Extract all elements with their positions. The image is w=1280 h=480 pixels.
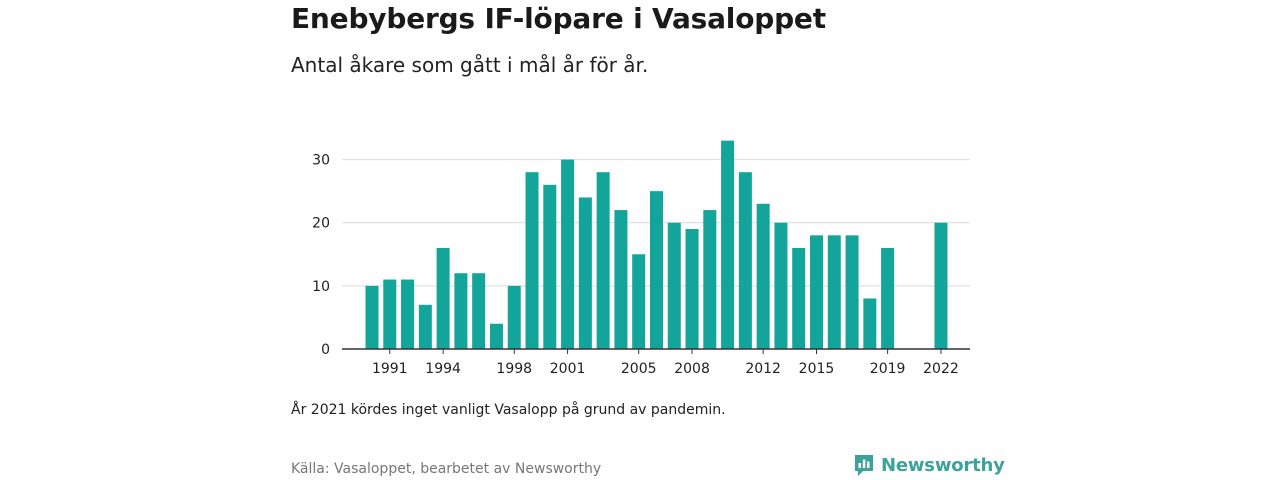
bar-chart: 0 10 20 30 1991 1994 1998 2001 2005 2008 2012 2015 2… bbox=[312, 140, 970, 377]
bar bbox=[489, 323, 503, 349]
x-tick-label: 1991 bbox=[372, 361, 408, 377]
bar bbox=[685, 229, 699, 349]
bar bbox=[703, 210, 717, 349]
bar bbox=[881, 247, 895, 349]
bar bbox=[365, 285, 379, 349]
bar bbox=[863, 298, 877, 349]
bar bbox=[454, 273, 468, 349]
brand-name: Newsworthy bbox=[881, 454, 1005, 476]
bar bbox=[561, 159, 575, 349]
x-tick-label: 2001 bbox=[550, 361, 586, 377]
bar bbox=[827, 235, 841, 349]
bar bbox=[525, 172, 539, 349]
bar bbox=[632, 254, 646, 349]
chart-title: Enebybergs IF-löpare i Vasaloppet bbox=[291, 2, 826, 35]
x-tick-label: 2005 bbox=[621, 361, 657, 377]
x-tick-label: 1994 bbox=[425, 361, 461, 377]
bar bbox=[810, 235, 823, 349]
bar bbox=[472, 273, 486, 349]
bar bbox=[721, 140, 735, 349]
newsworthy-logo-icon bbox=[855, 455, 873, 476]
bar bbox=[756, 203, 770, 349]
y-tick-label: 20 bbox=[312, 216, 330, 232]
bar bbox=[792, 247, 806, 349]
x-tick-label: 2012 bbox=[745, 361, 781, 377]
y-tick-label: 10 bbox=[312, 279, 330, 295]
x-tick-label: 1998 bbox=[496, 361, 532, 377]
bar bbox=[596, 172, 610, 349]
x-tick-label: 2015 bbox=[799, 361, 835, 377]
bar bbox=[401, 279, 415, 349]
bar bbox=[845, 235, 859, 349]
bar bbox=[934, 222, 948, 349]
bar bbox=[774, 222, 788, 349]
bar bbox=[614, 210, 628, 349]
x-tick-label: 2008 bbox=[674, 361, 710, 377]
bar bbox=[738, 172, 752, 349]
bar bbox=[578, 197, 592, 349]
y-tick-label: 0 bbox=[321, 342, 330, 358]
newsworthy-brand: Newsworthy bbox=[853, 453, 1005, 477]
bar bbox=[667, 222, 681, 349]
y-tick-label: 30 bbox=[312, 153, 330, 169]
chart-source: Källa: Vasaloppet, bearbetet av Newswort… bbox=[291, 461, 602, 477]
x-tick-label: 2019 bbox=[870, 361, 906, 377]
x-tick-label: 2022 bbox=[923, 361, 959, 377]
bar bbox=[418, 304, 432, 349]
chart-note: År 2021 kördes inget vanligt Vasalopp på… bbox=[291, 402, 726, 418]
chart-subtitle: Antal åkare som gått i mål år för år. bbox=[291, 53, 649, 77]
bar bbox=[436, 247, 450, 349]
bar bbox=[383, 279, 397, 349]
bar bbox=[507, 285, 521, 349]
bar bbox=[543, 184, 557, 349]
bar bbox=[649, 191, 663, 349]
